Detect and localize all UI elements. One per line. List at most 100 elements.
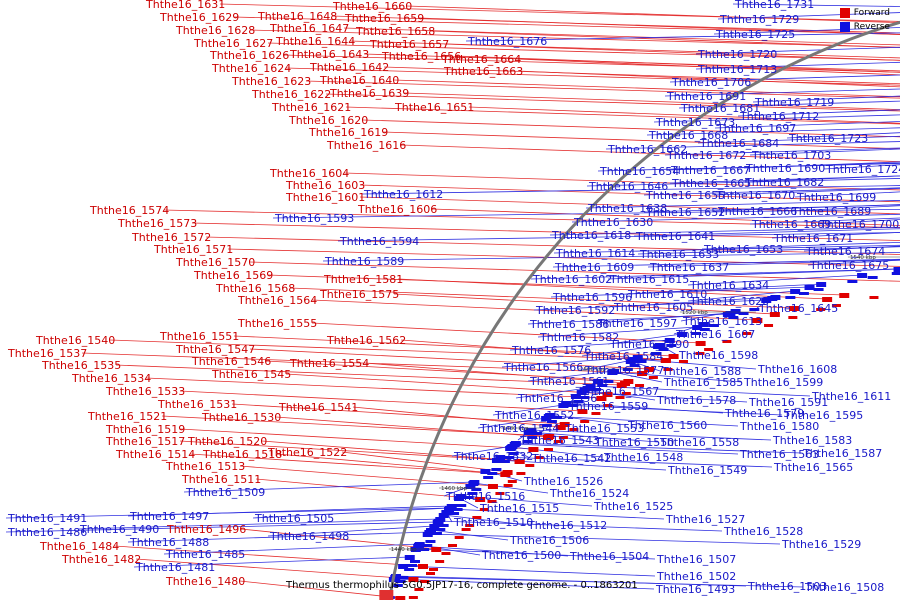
forward-gene-label-ththe16-1651: Ththe16_1651 [394, 101, 474, 114]
reverse-gene-label-ththe16-1506: Ththe16_1506 [509, 534, 589, 547]
forward-feature-band [553, 440, 563, 443]
reverse-gene-label-ththe16-1645: Ththe16_1645 [758, 302, 838, 315]
reverse-gene-feature [404, 555, 415, 560]
reverse-gene-connector [585, 200, 900, 209]
reverse-gene-connector [794, 191, 900, 198]
scale-mark-label: 1440 kbp [391, 547, 417, 553]
reverse-gene-label-ththe16-1490: Ththe16_1490 [79, 523, 159, 536]
forward-gene-connector [331, 15, 900, 34]
reverse-feature-band [438, 524, 449, 527]
reverse-gene-connector [77, 518, 441, 530]
forward-gene-label-ththe16-1551: Ththe16_1551 [159, 330, 239, 343]
forward-gene-label-ththe16-1545: Ththe16_1545 [211, 368, 291, 381]
forward-gene-label-ththe16-1522: Ththe16_1522 [267, 446, 347, 459]
reverse-gene-feature [424, 530, 435, 535]
reverse-gene-label-ththe16-1690: Ththe16_1690 [745, 162, 825, 175]
genome-caption: Thermus thermophilus SG0.5JP17-16, compl… [285, 580, 638, 591]
forward-gene-label-ththe16-1616: Ththe16_1616 [326, 139, 406, 152]
forward-gene-label-ththe16-1658: Ththe16_1658 [355, 25, 435, 38]
reverse-gene-connector [752, 95, 900, 103]
reverse-gene-label-ththe16-1614: Ththe16_1614 [555, 247, 635, 260]
forward-gene-connector [406, 5, 900, 24]
reverse-gene-feature [446, 504, 457, 509]
reverse-gene-label-ththe16-1724: Ththe16_1724 [825, 163, 900, 176]
forward-gene-feature [752, 318, 763, 323]
forward-gene-connector [179, 440, 520, 462]
reverse-gene-label-ththe16-1503: Ththe16_1503 [747, 580, 827, 593]
reverse-gene-connector [322, 252, 900, 262]
reverse-gene-connector [127, 531, 430, 543]
reverse-gene-label-ththe16-1488: Ththe16_1488 [129, 536, 209, 549]
reverse-gene-label-ththe16-1587: Ththe16_1587 [802, 447, 882, 460]
forward-feature-band [465, 524, 475, 527]
reverse-gene-feature [698, 322, 709, 327]
legend-reverse: Reverse [839, 22, 890, 32]
reverse-feature-band [522, 440, 533, 443]
forward-gene-label-ththe16-1664: Ththe16_1664 [441, 53, 521, 66]
forward-feature-band [569, 428, 579, 431]
reverse-gene-feature [730, 309, 741, 314]
forward-gene-label-ththe16-1537: Ththe16_1537 [7, 347, 87, 360]
forward-gene-connector [249, 348, 650, 370]
reverse-gene-connector [527, 370, 615, 382]
reverse-gene-label-ththe16-1666: Ththe16_1666 [717, 205, 797, 218]
forward-gene-label-ththe16-1628: Ththe16_1628 [175, 24, 255, 37]
reverse-swatch [839, 22, 850, 32]
reverse-gene-label-ththe16-1729: Ththe16_1729 [719, 13, 799, 26]
reverse-gene-connector [823, 164, 900, 170]
reverse-feature-band [591, 388, 602, 391]
reverse-gene-connector [687, 274, 863, 286]
reverse-gene-label-ththe16-1509: Ththe16_1509 [185, 486, 265, 499]
reverse-feature-band [422, 544, 433, 547]
forward-gene-connector [515, 58, 900, 76]
reverse-gene-label-ththe16-1665: Ththe16_1665 [671, 177, 751, 190]
forward-gene-label-ththe16-1629: Ththe16_1629 [159, 11, 239, 24]
forward-gene-connector [285, 373, 608, 395]
reverse-gene-label-ththe16-1493: Ththe16_1493 [655, 583, 735, 596]
forward-feature-band [461, 528, 471, 531]
reverse-gene-label-ththe16-1610: Ththe16_1610 [627, 288, 707, 301]
reverse-gene-connector [607, 333, 683, 345]
reverse-feature-band [531, 432, 542, 435]
reverse-gene-label-ththe16-1556: Ththe16_1556 [517, 392, 597, 405]
reverse-gene-label-ththe16-1532: Ththe16_1532 [453, 450, 533, 463]
forward-gene-label-ththe16-1644: Ththe16_1644 [275, 35, 355, 48]
reverse-gene-connector [515, 387, 588, 399]
gene-labels: Ththe16_1631Ththe16_1629Ththe16_1628Thth… [7, 0, 900, 596]
reverse-gene-label-ththe16-1667: Ththe16_1667 [670, 164, 750, 177]
reverse-feature-band [392, 584, 403, 587]
reverse-feature-band [404, 568, 415, 571]
reverse-gene-connector [530, 268, 899, 280]
forward-gene-label-ththe16-1568: Ththe16_1568 [215, 282, 295, 295]
forward-gene-label-ththe16-1639: Ththe16_1639 [329, 87, 409, 100]
forward-feature-band [441, 552, 451, 555]
reverse-gene-label-ththe16-1529: Ththe16_1529 [781, 538, 861, 551]
reverse-gene-label-ththe16-1515: Ththe16_1515 [479, 502, 559, 515]
forward-gene-label-ththe16-1569: Ththe16_1569 [193, 269, 273, 282]
reverse-gene-label-ththe16-1700: Ththe16_1700 [819, 218, 899, 231]
forward-feature-band [816, 308, 826, 311]
reverse-gene-connector [611, 296, 776, 308]
reverse-feature-band [491, 468, 502, 471]
reverse-feature-band [487, 472, 498, 475]
reverse-feature-band [597, 384, 608, 387]
reverse-gene-label-ththe16-1684: Ththe16_1684 [699, 137, 779, 150]
reverse-gene-connector [607, 268, 899, 280]
forward-gene-label-ththe16-1574: Ththe16_1574 [89, 204, 169, 217]
reverse-gene-label-ththe16-1669: Ththe16_1669 [751, 218, 831, 231]
reverse-gene-label-ththe16-1500: Ththe16_1500 [481, 549, 561, 562]
forward-feature-band [429, 568, 439, 571]
reverse-gene-label-ththe16-1630: Ththe16_1630 [573, 216, 653, 229]
forward-gene-connector [115, 364, 622, 386]
reverse-gene-connector [807, 259, 900, 266]
forward-gene-feature [487, 484, 498, 489]
reverse-gene-connector [509, 339, 670, 351]
legend-forward-label: Forward [853, 8, 890, 18]
reverse-gene-connector [361, 185, 900, 195]
reverse-gene-label-ththe16-1594: Ththe16_1594 [339, 235, 419, 248]
reverse-gene-label-ththe16-1566: Ththe16_1566 [503, 361, 583, 374]
reverse-feature-band [603, 380, 614, 383]
forward-gene-connector [349, 40, 900, 59]
reverse-gene-connector [713, 27, 900, 35]
forward-feature-band [603, 404, 613, 407]
